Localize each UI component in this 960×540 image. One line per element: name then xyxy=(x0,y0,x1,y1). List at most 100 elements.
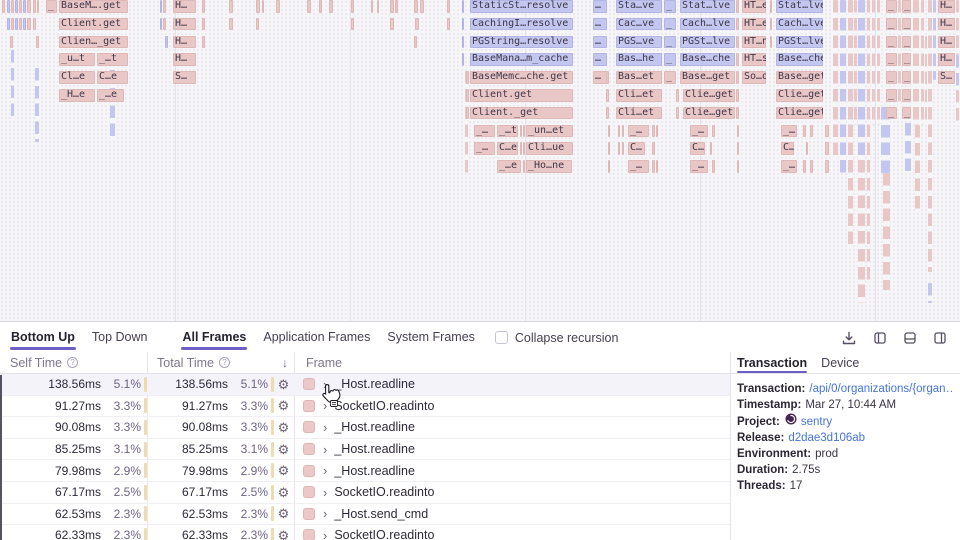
flame-frame[interactable] xyxy=(27,0,31,13)
flame-frame[interactable]: PGString…resolve xyxy=(470,35,573,49)
flame-frame[interactable]: HT…e xyxy=(742,17,766,31)
flame-frame[interactable]: Cli…et xyxy=(616,89,662,102)
flame-frame[interactable]: _… xyxy=(474,124,495,138)
flame-frame[interactable] xyxy=(622,124,624,138)
flame-frame[interactable]: H… xyxy=(938,53,955,66)
flame-frame[interactable] xyxy=(7,17,10,31)
flame-frame[interactable]: _ xyxy=(886,89,897,102)
flame-frame[interactable]: _ xyxy=(902,17,911,31)
chevron-right-icon[interactable]: › xyxy=(323,463,328,479)
flame-frame[interactable]: _ xyxy=(886,53,897,66)
flame-frame[interactable] xyxy=(810,124,813,138)
flame-frame[interactable] xyxy=(737,142,739,155)
gear-icon[interactable]: ⚙ xyxy=(277,463,290,479)
flame-frame[interactable]: Client.get xyxy=(470,89,573,102)
flame-frame[interactable]: Cach…lve xyxy=(680,17,735,31)
flame-frame[interactable] xyxy=(770,0,772,13)
flame-frame[interactable]: _… xyxy=(781,160,797,173)
flame-frame[interactable] xyxy=(736,53,739,66)
flame-frame[interactable]: CachingI…resolve xyxy=(470,17,573,31)
collapse-recursion-checkbox[interactable] xyxy=(494,331,508,344)
info-icon[interactable]: ? xyxy=(218,357,230,368)
flame-frame[interactable] xyxy=(351,0,354,13)
flame-frame[interactable] xyxy=(606,89,609,102)
flame-frame[interactable]: C… xyxy=(690,142,705,155)
flame-frame[interactable] xyxy=(825,124,829,138)
flame-frame[interactable] xyxy=(11,50,14,120)
flame-frame[interactable] xyxy=(202,17,205,31)
flame-frame[interactable]: _ xyxy=(886,35,897,49)
flame-frame[interactable]: _… xyxy=(628,124,649,138)
release-link[interactable]: d2dae3d106ab xyxy=(788,432,866,444)
flame-frame[interactable]: H… xyxy=(173,17,196,31)
flame-frame[interactable]: StaticSt…resolve xyxy=(470,0,573,13)
flame-frame[interactable] xyxy=(618,124,620,138)
flame-frame[interactable] xyxy=(606,106,609,120)
flame-frame[interactable]: PGS…ve xyxy=(616,35,662,49)
flame-frame[interactable]: PGSt…lve xyxy=(776,35,823,49)
flame-frame[interactable] xyxy=(608,124,610,138)
flame-frame[interactable] xyxy=(872,0,875,125)
flame-frame[interactable] xyxy=(160,17,162,31)
flame-frame[interactable] xyxy=(33,17,36,31)
flame-frame[interactable] xyxy=(881,107,890,173)
flame-frame[interactable] xyxy=(462,0,464,13)
flame-frame[interactable] xyxy=(466,71,469,84)
flame-frame[interactable] xyxy=(928,0,932,272)
flame-frame[interactable] xyxy=(390,0,394,13)
flame-frame[interactable]: … xyxy=(593,0,607,13)
chevron-right-icon[interactable]: › xyxy=(323,376,328,392)
chevron-right-icon[interactable]: › xyxy=(323,441,328,457)
tab-all-frames[interactable]: All Frames xyxy=(181,324,248,352)
flame-frame[interactable] xyxy=(928,283,932,303)
flame-frame[interactable] xyxy=(33,0,36,13)
flame-frame[interactable] xyxy=(622,142,624,155)
flame-frame[interactable]: H… xyxy=(173,35,196,49)
flame-frame[interactable] xyxy=(656,160,658,173)
flame-frame[interactable] xyxy=(37,0,39,13)
flame-frame[interactable] xyxy=(905,123,911,173)
download-icon[interactable] xyxy=(842,331,856,345)
flame-frame[interactable] xyxy=(736,89,739,102)
flame-frame[interactable] xyxy=(803,160,806,173)
flame-frame[interactable] xyxy=(19,0,22,13)
flame-frame[interactable] xyxy=(737,160,739,173)
flame-frame[interactable] xyxy=(377,0,379,13)
flame-frame[interactable]: HT…e xyxy=(742,0,766,13)
flame-frame[interactable] xyxy=(23,17,26,31)
flame-frame[interactable] xyxy=(933,0,936,80)
flame-frame[interactable]: Clie…get xyxy=(683,106,735,120)
flame-frame[interactable]: Cli…ue xyxy=(526,142,573,155)
flame-frame[interactable] xyxy=(520,124,522,138)
flame-frame[interactable] xyxy=(523,124,525,138)
flame-frame[interactable]: Stat…lve xyxy=(680,0,735,13)
table-row[interactable]: 62.53ms 2.3% 62.53ms 2.3% ⚙ › _Host.send_cmd xyxy=(0,504,730,526)
flame-frame[interactable]: Clien…_get xyxy=(59,35,128,49)
flame-frame[interactable] xyxy=(710,142,712,155)
gear-icon[interactable]: ⚙ xyxy=(277,398,290,414)
flame-frame[interactable] xyxy=(618,142,620,155)
flame-frame[interactable] xyxy=(608,142,610,155)
flame-frame[interactable]: C… xyxy=(628,142,645,155)
flame-frame[interactable] xyxy=(770,17,772,31)
flame-frame[interactable] xyxy=(877,0,880,125)
flame-frame[interactable] xyxy=(15,0,18,13)
flame-frame[interactable]: Cac…ve xyxy=(616,17,662,31)
flame-frame[interactable] xyxy=(462,17,464,31)
flame-frame[interactable]: _ xyxy=(886,71,897,84)
flame-frame[interactable] xyxy=(867,0,870,283)
flame-frame[interactable]: _…e xyxy=(97,89,124,102)
flame-frame[interactable]: H… xyxy=(938,17,955,31)
tab-bottom-up[interactable]: Bottom Up xyxy=(10,324,76,352)
flame-frame[interactable]: H… xyxy=(173,0,196,13)
flame-frame[interactable]: Sta…ve xyxy=(616,0,662,13)
flame-frame[interactable]: _… xyxy=(474,142,495,155)
flame-frame[interactable] xyxy=(395,0,398,13)
flame-frame[interactable]: Client._get xyxy=(470,106,573,120)
flame-frame[interactable] xyxy=(898,0,901,107)
flame-frame[interactable]: _ xyxy=(902,35,911,49)
transaction-link[interactable]: /api/0/organizations/{organ… xyxy=(809,383,952,395)
flame-frame[interactable] xyxy=(390,17,394,31)
flame-frame[interactable]: _ xyxy=(664,71,676,84)
tab-transaction[interactable]: Transaction xyxy=(737,352,808,373)
